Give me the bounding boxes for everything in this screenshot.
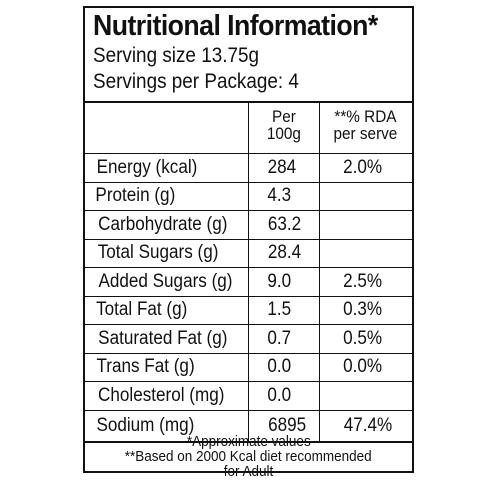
nutrient-name: Energy (kcal) [85,153,249,183]
table-row: Saturated Fat (g) 0.7 0.5% [85,324,412,354]
table-row: Total Sugars (g) 28.4 [85,238,412,268]
rda-value: 47.4% [318,409,412,443]
panel-title: Nutritional Information* [93,10,378,42]
per-100g-value: 4.3 [247,181,320,211]
nutrient-name: Total Sugars (g) [85,238,249,268]
rda-value: 0.3% [318,295,412,325]
header-rda: **% RDA per serve [318,101,412,154]
nutrient-name: Saturated Fat (g) [85,324,249,354]
table-row: Carbohydrate (g) 63.2 [85,210,412,240]
rda-value: 2.5% [318,267,412,297]
table-row: Total Fat (g) 1.5 0.3% [85,295,412,325]
table-row: Added Sugars (g) 9.0 2.5% [85,267,412,297]
panel-header: Nutritional Information* Serving size 13… [85,8,412,103]
table-row: Cholesterol (mg) 0.0 [85,381,412,411]
per-100g-value: 9.0 [247,267,320,297]
serving-size: Serving size 13.75g [93,44,260,67]
per-100g-value: 0.0 [247,381,320,411]
per-100g-value: 284 [247,153,320,183]
footnote-rda-basis-2: for Adult [223,463,274,480]
per-100g-value: 28.4 [247,238,320,268]
rda-value: 0.0% [318,352,412,382]
footnote-rda-basis: **Based on 2000 Kcal diet recommended [125,448,372,465]
table-row: Protein (g) 4.3 [85,181,412,211]
footnotes: *Approximate values **Based on 2000 Kcal… [85,434,412,479]
nutrient-name: Trans Fat (g) [85,352,249,382]
nutrition-panel: Nutritional Information* Serving size 13… [83,6,414,479]
header-per-100g: Per 100g [247,101,320,154]
per-100g-value: 1.5 [247,295,320,325]
nutrient-name: Total Fat (g) [85,295,249,325]
servings-per-package: Servings per Package: 4 [93,70,299,93]
rda-value [318,381,412,411]
header-per-100g-line2: 100g [266,124,301,143]
header-per-100g-line1: Per [271,107,296,126]
table-row: Energy (kcal) 284 2.0% [85,153,412,183]
rda-value [318,210,412,240]
nutrient-name: Sodium (mg) [85,409,249,443]
nutrient-name: Added Sugars (g) [85,267,249,297]
table-header-row: Per 100g **% RDA per serve [85,101,412,154]
nutrition-table: Per 100g **% RDA per serve Energy (kcal) 28… [85,101,412,443]
rda-value: 2.0% [318,153,412,183]
per-100g-value: 0.7 [247,324,320,354]
per-100g-value: 63.2 [247,210,320,240]
header-rda-line1: **% RDA [334,107,397,126]
table-row: Trans Fat (g) 0.0 0.0% [85,352,412,382]
nutrient-name: Protein (g) [85,181,249,211]
per-100g-value: 6895 [247,409,320,443]
header-rda-line2: per serve [333,124,398,143]
rda-value: 0.5% [318,324,412,354]
per-100g-value: 0.0 [247,352,320,382]
header-nutrient-cell [85,101,249,154]
nutrient-name: Carbohydrate (g) [85,210,249,240]
nutrient-name: Cholesterol (mg) [85,381,249,411]
rda-value [318,238,412,268]
rda-value [318,181,412,211]
footnote-approx: *Approximate values [186,433,311,450]
table-row: Sodium (mg) 6895 47.4% [85,409,412,443]
